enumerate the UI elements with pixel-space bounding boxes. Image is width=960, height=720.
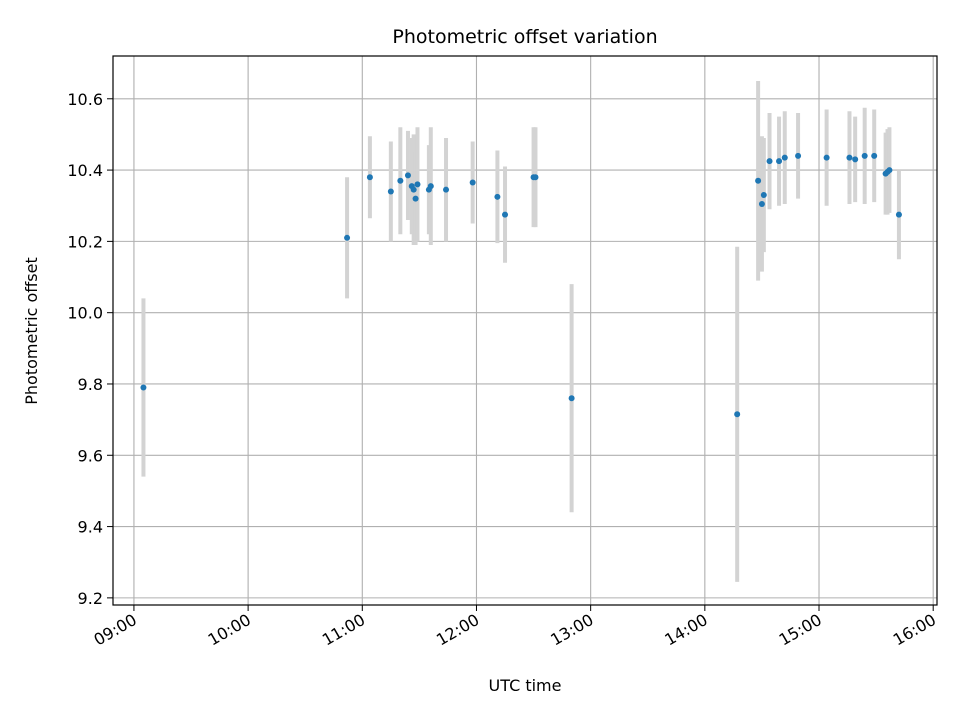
y-tick-label: 9.8 <box>78 375 103 394</box>
data-point <box>760 192 767 199</box>
data-point <box>895 211 902 218</box>
data-point <box>414 181 421 188</box>
data-point <box>886 167 893 174</box>
x-tick-label: 11:00 <box>319 610 368 650</box>
data-point <box>532 174 539 181</box>
chart-title: Photometric offset variation <box>392 26 657 48</box>
data-point <box>412 195 419 202</box>
y-tick-label: 9.2 <box>78 589 103 608</box>
data-point <box>861 152 868 159</box>
x-tick-label: 15:00 <box>776 610 825 650</box>
data-point <box>427 183 434 190</box>
data-point <box>846 154 853 161</box>
data-point <box>823 154 830 161</box>
data-point <box>766 158 773 165</box>
data-points <box>140 152 902 418</box>
x-tick-label: 09:00 <box>91 610 140 650</box>
y-tick-label: 10.6 <box>67 90 103 109</box>
data-point <box>443 186 450 193</box>
axes: 9.2 9.4 9.6 9.8 10.0 10.2 10.4 10.6 09:00 10:00 11… <box>67 55 939 650</box>
y-tick-label: 10.0 <box>67 304 103 323</box>
data-point <box>404 172 411 179</box>
data-point <box>140 384 147 391</box>
data-point <box>397 177 404 184</box>
x-tick-label: 16:00 <box>890 610 939 650</box>
x-axis-title: UTC time <box>489 676 562 695</box>
data-point <box>852 156 859 163</box>
x-tick-label: 12:00 <box>433 610 482 650</box>
grid <box>113 56 937 605</box>
x-tick-label: 10:00 <box>205 610 254 650</box>
data-point <box>871 152 878 159</box>
y-tick-label: 9.6 <box>78 446 103 465</box>
data-point <box>781 154 788 161</box>
data-point <box>758 200 765 207</box>
data-point <box>502 211 509 218</box>
x-tick-label: 14:00 <box>661 610 710 650</box>
data-point <box>494 193 501 200</box>
y-axis-title: Photometric offset <box>22 257 41 405</box>
data-point <box>410 186 417 193</box>
data-point <box>734 411 741 418</box>
x-tick-label: 13:00 <box>547 610 596 650</box>
y-tick-label: 10.4 <box>67 161 103 180</box>
data-point <box>795 152 802 159</box>
data-point <box>366 174 373 181</box>
y-tick-label: 9.4 <box>78 518 103 537</box>
data-point <box>387 188 394 195</box>
plot-frame <box>112 55 938 606</box>
data-point <box>469 179 476 186</box>
data-point <box>568 395 575 402</box>
data-point <box>344 234 351 241</box>
data-point <box>755 177 762 184</box>
y-tick-label: 10.2 <box>67 232 103 251</box>
data-point <box>776 158 783 165</box>
